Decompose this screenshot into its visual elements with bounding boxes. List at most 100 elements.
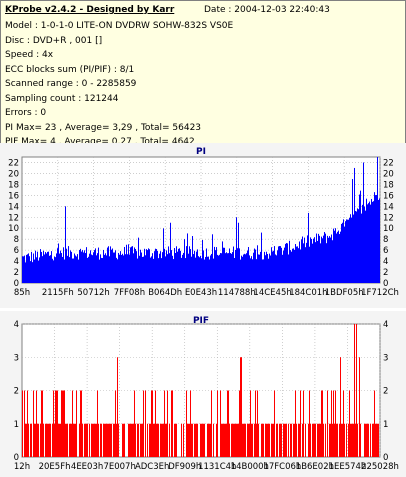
y-tick-label-left: 0	[14, 453, 19, 463]
bar	[252, 259, 253, 283]
bar	[217, 390, 218, 457]
app-title: KProbe v2.4.2 - Designed by Karr	[5, 5, 175, 15]
bar	[183, 252, 184, 283]
x-tick-label: 184C01h	[289, 288, 327, 298]
bar	[201, 423, 202, 457]
bar	[235, 423, 236, 457]
bar	[66, 423, 67, 457]
bar	[52, 423, 53, 457]
bar	[201, 258, 202, 283]
bar	[167, 254, 168, 283]
bar	[148, 248, 149, 283]
bar	[285, 243, 286, 283]
bar	[224, 423, 225, 457]
bar	[313, 423, 314, 457]
bar	[351, 423, 352, 457]
bar	[261, 423, 262, 457]
x-tick-label: 4EE03h	[71, 462, 103, 472]
bar	[52, 258, 53, 283]
bar	[193, 254, 194, 283]
bar	[244, 423, 245, 457]
bar	[175, 252, 176, 283]
bar	[247, 250, 248, 283]
bar	[367, 204, 368, 283]
bar	[375, 423, 376, 457]
bar	[290, 250, 291, 283]
bar	[54, 256, 55, 283]
bar	[226, 423, 227, 457]
bar	[28, 253, 29, 283]
bar	[273, 423, 274, 457]
bar	[129, 254, 130, 283]
bar	[200, 255, 201, 283]
bar	[74, 423, 75, 457]
bar	[25, 262, 26, 283]
bar	[242, 423, 243, 457]
bar	[341, 223, 342, 283]
bar	[192, 236, 193, 283]
bar	[61, 390, 62, 457]
bar	[207, 423, 208, 457]
bar	[231, 423, 232, 457]
bar	[122, 423, 123, 457]
bar	[241, 357, 242, 457]
bar	[377, 423, 378, 457]
x-tick-label: 1EE574h	[329, 462, 367, 472]
bar	[343, 219, 344, 283]
bar	[367, 423, 368, 457]
bar	[245, 423, 246, 457]
bar	[261, 232, 262, 283]
bar	[349, 217, 350, 283]
bar	[308, 212, 309, 283]
bar	[352, 423, 353, 457]
bar	[186, 390, 187, 457]
bar	[277, 423, 278, 457]
bar	[93, 423, 94, 457]
bar	[50, 255, 51, 283]
bar	[22, 390, 23, 457]
bar	[348, 423, 349, 457]
bar	[145, 390, 146, 457]
bar	[240, 357, 241, 457]
bar	[350, 423, 351, 457]
bar	[279, 246, 280, 283]
x-tick-label: 85h	[14, 288, 30, 298]
bar	[208, 423, 209, 457]
bar	[260, 251, 261, 283]
bar	[358, 209, 359, 283]
bar	[67, 423, 68, 457]
bar	[280, 423, 281, 457]
bar	[113, 423, 114, 457]
bar	[57, 390, 58, 457]
bar	[331, 234, 332, 283]
bar	[290, 423, 291, 457]
bar	[243, 423, 244, 457]
bar	[118, 423, 119, 457]
bar	[244, 253, 245, 283]
bar	[270, 255, 271, 283]
bar	[354, 167, 355, 283]
bar	[218, 255, 219, 283]
bar	[313, 238, 314, 283]
bar	[94, 423, 95, 457]
bar	[132, 246, 133, 283]
bar	[48, 423, 49, 457]
chart-title: PIF	[193, 316, 209, 326]
bar	[56, 253, 57, 283]
bar	[161, 258, 162, 283]
y-tick-label-left: 20	[8, 169, 19, 179]
bar	[308, 423, 309, 457]
bar	[123, 423, 124, 457]
bar	[42, 256, 43, 283]
bar	[58, 423, 59, 457]
bar	[55, 390, 56, 457]
bar	[318, 423, 319, 457]
x-tick-label: 50712h	[77, 288, 109, 298]
bar	[187, 423, 188, 457]
bar	[83, 252, 84, 283]
bar	[93, 252, 94, 283]
bar	[315, 242, 316, 283]
bar	[108, 423, 109, 457]
bar	[190, 249, 191, 283]
bar	[195, 423, 196, 457]
